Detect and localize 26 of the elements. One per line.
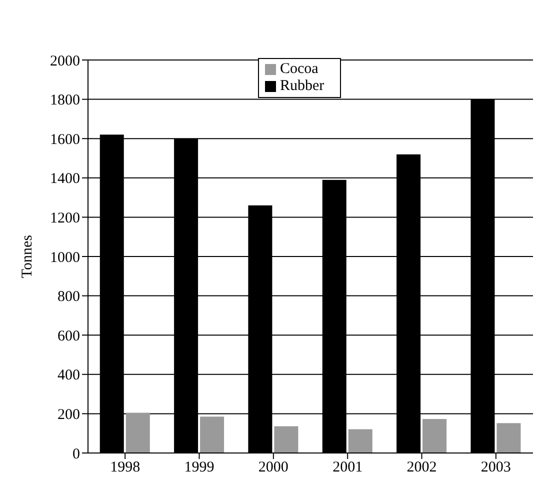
- bar: [348, 429, 372, 453]
- y-tick-label: 400: [58, 368, 80, 384]
- x-tick-label: 1999: [184, 460, 214, 476]
- y-tick-label: 1000: [50, 250, 80, 266]
- y-tick-label: 600: [58, 328, 80, 344]
- bar: [422, 419, 447, 453]
- y-axis-title: Tonnes: [19, 234, 36, 278]
- bar: [274, 426, 298, 453]
- x-tick-label: 1998: [110, 460, 140, 476]
- y-tick-label: 1400: [50, 171, 80, 188]
- x-tick-label: 2001: [332, 460, 363, 476]
- y-tick-label: 1800: [50, 92, 80, 109]
- bar: [126, 412, 150, 453]
- bar: [496, 423, 521, 453]
- legend-label: Cocoa: [280, 61, 318, 77]
- y-tick-label: 1200: [50, 210, 80, 227]
- x-tick-label: 2003: [480, 460, 511, 476]
- y-tick-label: 2000: [50, 53, 80, 70]
- y-tick-label: 800: [58, 289, 80, 306]
- y-tick-label: 200: [58, 407, 80, 424]
- y-tick-label: 0: [72, 446, 80, 462]
- legend-label: Rubber: [280, 78, 324, 94]
- y-tick-label: 1600: [50, 132, 80, 148]
- x-tick-label: 2000: [258, 460, 288, 476]
- bar: [200, 416, 224, 453]
- x-tick-label: 2002: [406, 460, 437, 476]
